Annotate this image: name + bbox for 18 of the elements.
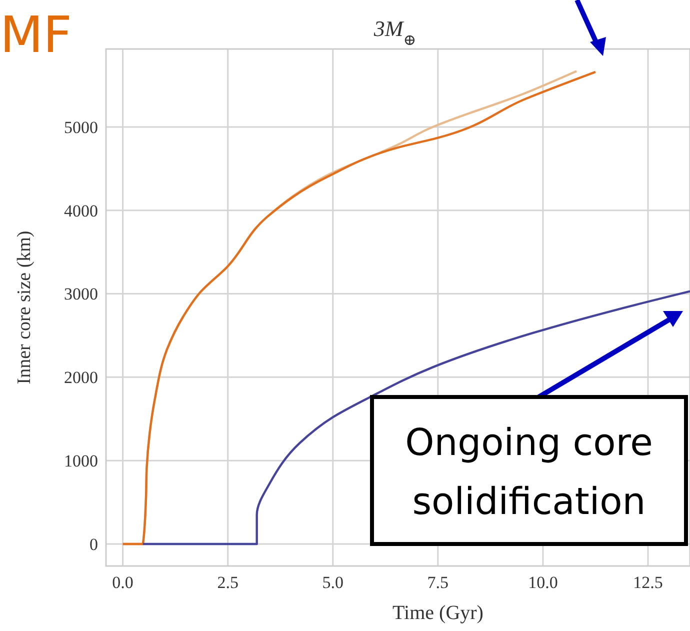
x-axis-title: Time (Gyr): [392, 602, 484, 624]
annotation: Ongoing core solidification: [405, 421, 653, 523]
x-tick-label: 10.0: [528, 573, 558, 592]
line-series: [142, 290, 690, 546]
y-tick-label: 0: [90, 534, 98, 554]
y-tick-label: 4000: [64, 201, 98, 220]
y-tick-label: 2000: [64, 368, 98, 388]
y-tick-label: 1000: [64, 452, 98, 471]
x-tick-label: 7.5: [427, 573, 449, 592]
chart-title: 3M$_{⊕}$: [372, 16, 416, 48]
x-tick-label: 12.5: [633, 573, 663, 592]
y-tick-label: 3000: [64, 284, 98, 304]
y-tick-label: 5000: [64, 118, 98, 137]
y-axis-title: Inner core size (km): [14, 230, 35, 384]
x-tick-label: 2.5: [217, 573, 238, 592]
x-tick-label: 0.0: [112, 573, 134, 592]
text: MF: [0, 6, 72, 64]
x-tick-label: 5.0: [322, 573, 344, 592]
